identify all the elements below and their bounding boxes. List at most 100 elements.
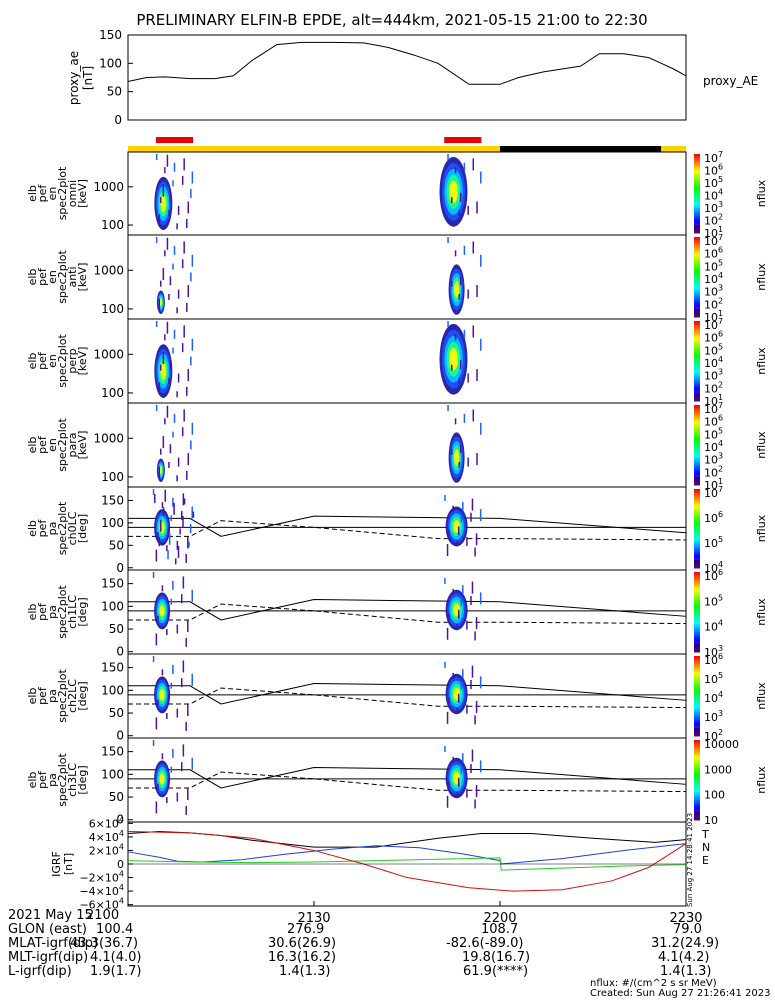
colorbar-ch1LC-cell bbox=[694, 588, 700, 590]
pa-streak-ch1LC bbox=[182, 576, 185, 589]
colorbar-ch3LC-cell bbox=[694, 762, 700, 765]
colorbar-perp-cell bbox=[694, 382, 700, 385]
colorbar-perp-cell bbox=[694, 389, 700, 391]
tick-ch0LC: 0 bbox=[116, 561, 124, 575]
spectro-streak-para bbox=[472, 409, 475, 422]
colorbar-ch3LC-cell bbox=[694, 798, 700, 801]
colorbar-tick-ch3LC: 1000 bbox=[704, 763, 732, 776]
colorbar-ch3LC-cell bbox=[694, 776, 700, 778]
colorbar-ch1LC-cell bbox=[694, 572, 700, 574]
colorbar-ch3LC-cell bbox=[694, 768, 700, 770]
colorbar-perp-cell bbox=[694, 353, 700, 355]
colorbar-anti-cell bbox=[694, 289, 700, 291]
spectro-streak-perp bbox=[173, 329, 176, 339]
colorbar-ch0LC-cell bbox=[694, 521, 700, 524]
colorbar-ch0LC-cell bbox=[694, 502, 700, 504]
colorbar-ch1LC-cell bbox=[694, 622, 700, 625]
colorbar-ch1LC-cell bbox=[694, 618, 700, 621]
colorbar-perp-cell bbox=[694, 361, 700, 363]
colorbar-ch1LC-cell bbox=[694, 582, 700, 585]
spectro-streak-anti bbox=[476, 285, 478, 298]
colorbar-anti-cell bbox=[694, 282, 700, 285]
colorbar-anti-cell bbox=[694, 274, 700, 277]
colorbar-perp-cell bbox=[694, 358, 700, 361]
colorbar-ch3LC-cell bbox=[694, 750, 700, 753]
pa-streak-ch2LC bbox=[457, 693, 460, 703]
colorbar-ch2LC-cell bbox=[694, 709, 700, 712]
colorbar-perp-cell bbox=[694, 381, 700, 383]
colorbar-omni-cell bbox=[694, 211, 700, 214]
colorbar-tick-anti: 105 bbox=[704, 258, 723, 273]
colorbar-ch0LC-cell bbox=[694, 523, 700, 526]
colorbar-perp-cell bbox=[694, 363, 700, 366]
colorbar-omni-cell bbox=[694, 229, 700, 231]
colorbar-ch2LC-cell bbox=[694, 725, 700, 728]
colorbar-anti-cell bbox=[694, 287, 700, 290]
colorbar-anti-cell bbox=[694, 245, 700, 247]
colorbar-ch2LC-cell bbox=[694, 704, 700, 706]
colorbar-label-ch2LC: nflux bbox=[755, 682, 768, 710]
spectro-streak-perp bbox=[467, 373, 469, 383]
colorbar-para-cell bbox=[694, 449, 700, 451]
colorbar-ch2LC-cell bbox=[694, 680, 700, 682]
ylabel-ch1LC-5: [deg] bbox=[76, 597, 89, 626]
panel-frame-para bbox=[127, 402, 687, 488]
pa-blob-ch1LC bbox=[159, 604, 165, 617]
spectro-streak-para bbox=[169, 444, 172, 454]
colorbar-perp-cell bbox=[694, 341, 700, 343]
colorbar-ch1LC-cell bbox=[694, 645, 700, 648]
colorbar-anti-cell bbox=[694, 297, 700, 299]
colorbar-para-cell bbox=[694, 470, 700, 473]
pa-streak-ch3LC bbox=[166, 796, 168, 803]
colorbar-ch1LC-cell bbox=[694, 646, 700, 649]
colorbar-perp-cell bbox=[694, 391, 700, 394]
colorbar-anti-cell bbox=[694, 247, 700, 250]
pa-streak-ch0LC bbox=[471, 498, 474, 511]
colorbar-ch0LC-cell bbox=[694, 541, 700, 544]
spectro-streak-para bbox=[172, 431, 174, 438]
colorbar-ch1LC-cell bbox=[694, 600, 700, 602]
colorbar-ch2LC-cell bbox=[694, 716, 700, 718]
spectro-streak-perp bbox=[177, 373, 180, 383]
colorbar-omni-cell bbox=[694, 227, 700, 230]
spectro-streak-anti bbox=[480, 254, 482, 267]
spectro-streak-para bbox=[177, 457, 180, 467]
colorbar-ch0LC-cell bbox=[694, 542, 700, 545]
pa-streak-ch2LC bbox=[460, 683, 463, 690]
spectro-streak-omni bbox=[467, 205, 469, 215]
spectro-streak-para bbox=[467, 457, 469, 467]
colorbar-anti-cell bbox=[694, 315, 700, 318]
colorbar-para-cell bbox=[694, 483, 700, 486]
colorbar-omni-cell bbox=[694, 160, 700, 163]
colorbar-anti-cell bbox=[694, 262, 700, 265]
colorbar-omni-cell bbox=[694, 168, 700, 171]
pa-streak-ch0LC bbox=[448, 529, 450, 536]
colorbar-omni-cell bbox=[694, 218, 700, 221]
panel-frame-ch1LC bbox=[127, 569, 687, 655]
mlt-v2: 19.8(16.7) bbox=[462, 950, 531, 965]
colorbar-ch1LC-cell bbox=[694, 628, 700, 630]
loss-cone-line-ch2LC bbox=[128, 683, 687, 705]
igrf-line-R bbox=[127, 830, 687, 892]
panel-frame-anti bbox=[127, 234, 687, 320]
colorbar-perp-cell bbox=[694, 347, 700, 350]
tick-omni: 1000 bbox=[93, 180, 124, 194]
colorbar-ch0LC-cell bbox=[694, 498, 700, 501]
colorbar-ch0LC-cell bbox=[694, 540, 700, 543]
colorbar-label-ch0LC: nflux bbox=[755, 514, 768, 542]
pa-streak-ch2LC bbox=[155, 717, 158, 730]
colorbar-anti-cell bbox=[694, 278, 700, 281]
spectro-streak-omni bbox=[186, 218, 188, 228]
colorbar-ch2LC-cell bbox=[694, 700, 700, 702]
loss-cone-line-ch3LC bbox=[128, 767, 687, 789]
colorbar-ch0LC-cell bbox=[694, 492, 700, 495]
ylabel-ch0LC-0: elb bbox=[26, 520, 39, 537]
ylabel-ch2LC-0: elb bbox=[26, 688, 39, 705]
colorbar-ch1LC-cell bbox=[694, 589, 700, 592]
colorbar-ch0LC-cell bbox=[694, 508, 700, 511]
l-v3: 1.4(1.3) bbox=[660, 964, 712, 979]
colorbar-ch0LC-cell bbox=[694, 548, 700, 551]
spectro-streak-para bbox=[459, 444, 462, 454]
colorbar-ch1LC-cell bbox=[694, 584, 700, 586]
colorbar-para-cell bbox=[694, 479, 700, 482]
